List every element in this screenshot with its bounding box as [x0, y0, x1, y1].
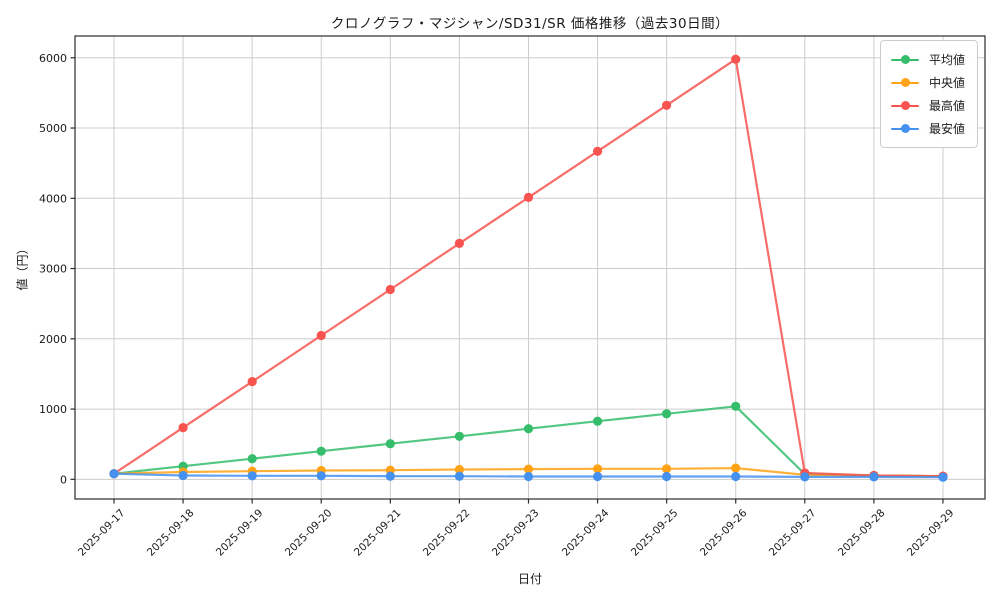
- legend-marker-icon: [890, 124, 919, 134]
- data-point-1: [662, 464, 672, 474]
- data-point-2: [662, 100, 672, 110]
- data-point-1: [454, 464, 464, 475]
- data-point-0: [454, 431, 464, 441]
- data-point-1: [593, 464, 603, 474]
- data-point-2: [178, 423, 188, 433]
- y-tick-label: 4000: [39, 192, 67, 205]
- data-point-0: [662, 409, 672, 419]
- y-axis-label: 値（円）: [15, 242, 30, 291]
- data-point-0: [731, 401, 741, 411]
- data-point-3: [523, 471, 534, 482]
- data-point-3: [869, 472, 879, 482]
- y-tick-label: 1000: [39, 403, 67, 416]
- y-tick-label: 5000: [39, 122, 67, 135]
- data-point-2: [454, 238, 464, 248]
- legend-label: 最高値: [928, 99, 965, 113]
- data-point-2: [731, 54, 741, 64]
- data-point-3: [247, 471, 257, 481]
- data-point-3: [178, 470, 188, 481]
- data-point-3: [800, 472, 810, 482]
- legend-label: 中央値: [928, 76, 965, 90]
- chart-title: クロノグラフ・マジシャン/SD31/SR 価格推移（過去30日間）: [330, 16, 730, 32]
- x-axis-label: 日付: [517, 572, 542, 586]
- y-tick-label: 2000: [39, 333, 67, 346]
- legend-item-0: 平均値: [890, 48, 965, 71]
- data-point-3: [593, 471, 603, 482]
- legend-marker-icon: [890, 101, 919, 111]
- data-point-3: [385, 471, 395, 481]
- data-point-0: [385, 439, 395, 449]
- legend-marker-icon: [890, 78, 919, 88]
- legend-label: 平均値: [928, 53, 965, 67]
- legend-item-3: 最安値: [890, 117, 965, 140]
- data-point-3: [662, 471, 672, 482]
- data-point-3: [731, 471, 741, 482]
- data-point-0: [593, 416, 603, 426]
- data-point-0: [316, 446, 326, 456]
- data-point-2: [523, 192, 534, 202]
- data-point-3: [454, 471, 464, 481]
- legend-item-1: 中央値: [890, 71, 965, 94]
- data-point-3: [316, 471, 326, 481]
- data-point-2: [247, 377, 257, 387]
- data-point-3: [938, 472, 948, 482]
- y-tick-label: 0: [60, 473, 67, 486]
- legend-item-2: 最高値: [890, 94, 965, 117]
- data-point-0: [523, 424, 534, 434]
- legend: 平均値中央値最高値最安値: [879, 40, 978, 148]
- data-point-1: [523, 464, 534, 474]
- axes-spines: [74, 35, 986, 500]
- data-point-2: [316, 330, 326, 341]
- data-point-2: [593, 146, 603, 156]
- data-point-1: [731, 463, 741, 473]
- data-point-2: [385, 284, 395, 295]
- y-tick-label: 6000: [39, 52, 67, 65]
- data-point-3: [109, 469, 119, 479]
- legend-label: 最安値: [928, 122, 965, 136]
- legend-marker-icon: [890, 55, 919, 65]
- data-point-0: [247, 454, 257, 464]
- y-tick-label: 3000: [39, 263, 67, 276]
